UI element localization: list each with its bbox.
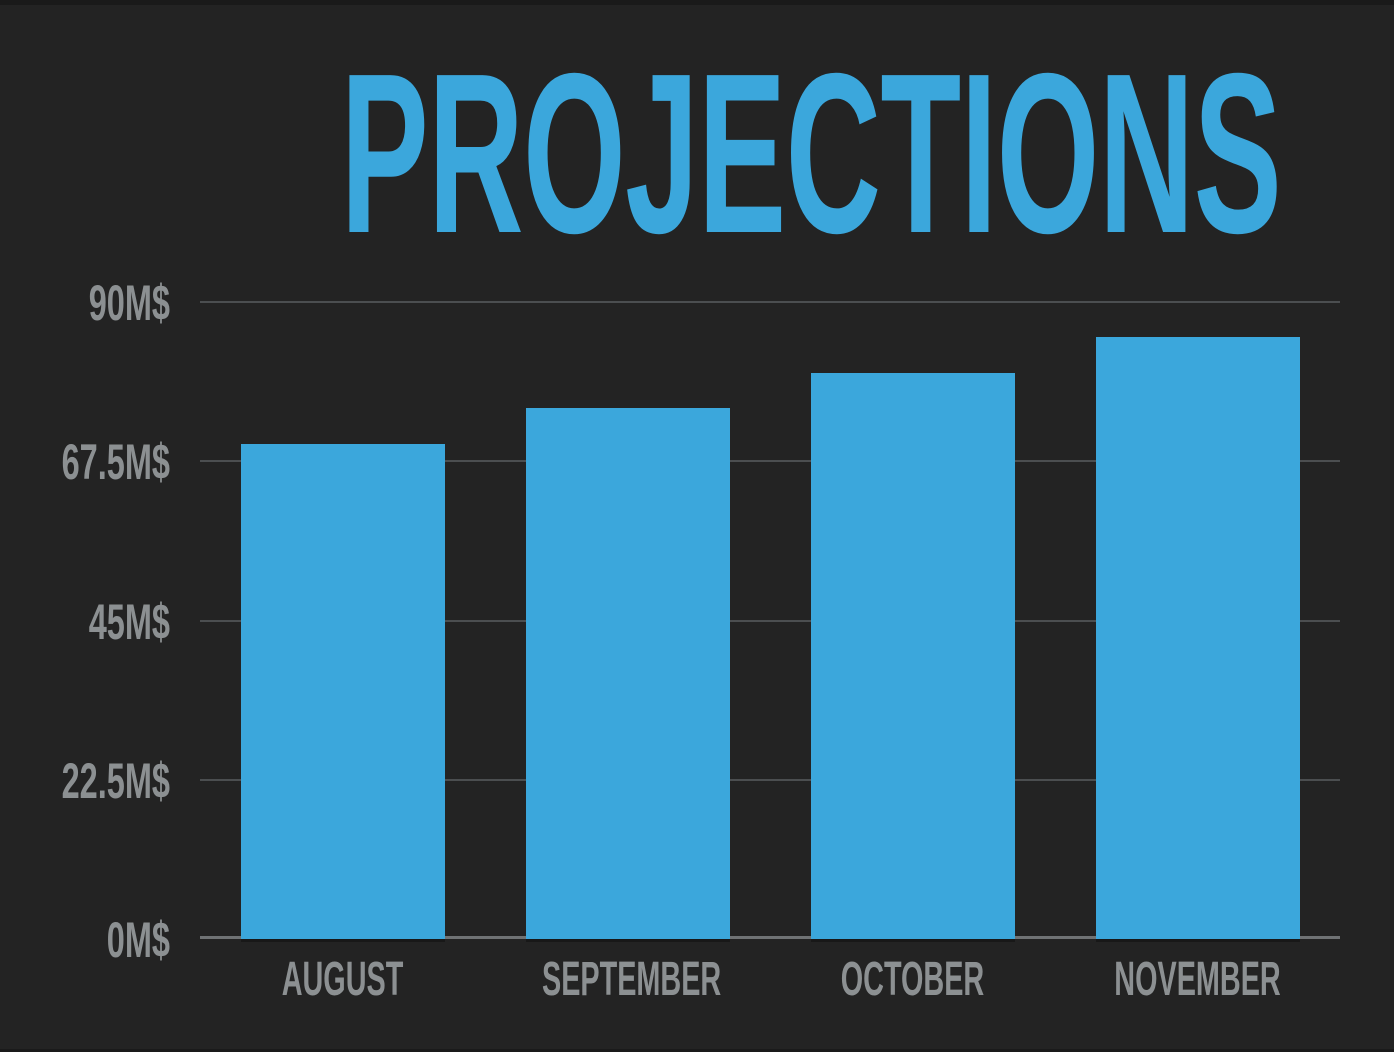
y-axis-tick-label: 90M$ xyxy=(88,275,170,331)
x-axis-label-september: SEPTEMBER xyxy=(542,953,722,1006)
chart-title: PROJECTIONS xyxy=(0,40,1394,268)
gridline-45 xyxy=(200,619,1340,622)
gridline-22.5 xyxy=(200,778,1340,781)
bar-august xyxy=(240,443,445,939)
top-edge-strip xyxy=(0,0,1394,5)
chart-title-text: PROJECTIONS xyxy=(340,27,1282,281)
y-axis-tick-label: 45M$ xyxy=(88,593,170,650)
gridline-90 xyxy=(200,301,1340,303)
y-axis-tick-label: 67.5M$ xyxy=(61,434,170,491)
bottom-edge-strip xyxy=(0,1049,1394,1052)
x-axis-baseline xyxy=(200,936,1340,939)
x-axis-label-october: OCTOBER xyxy=(840,953,985,1006)
bar-september xyxy=(525,408,730,939)
bar-november xyxy=(1095,337,1300,939)
y-axis-tick-label: 22.5M$ xyxy=(61,752,170,809)
y-axis-tick-label: 0M$ xyxy=(106,912,170,968)
bar-october xyxy=(810,372,1015,939)
x-axis-label-november: NOVEMBER xyxy=(1114,953,1281,1006)
gridline-67.5 xyxy=(200,460,1340,463)
x-axis-label-august: AUGUST xyxy=(281,953,404,1006)
